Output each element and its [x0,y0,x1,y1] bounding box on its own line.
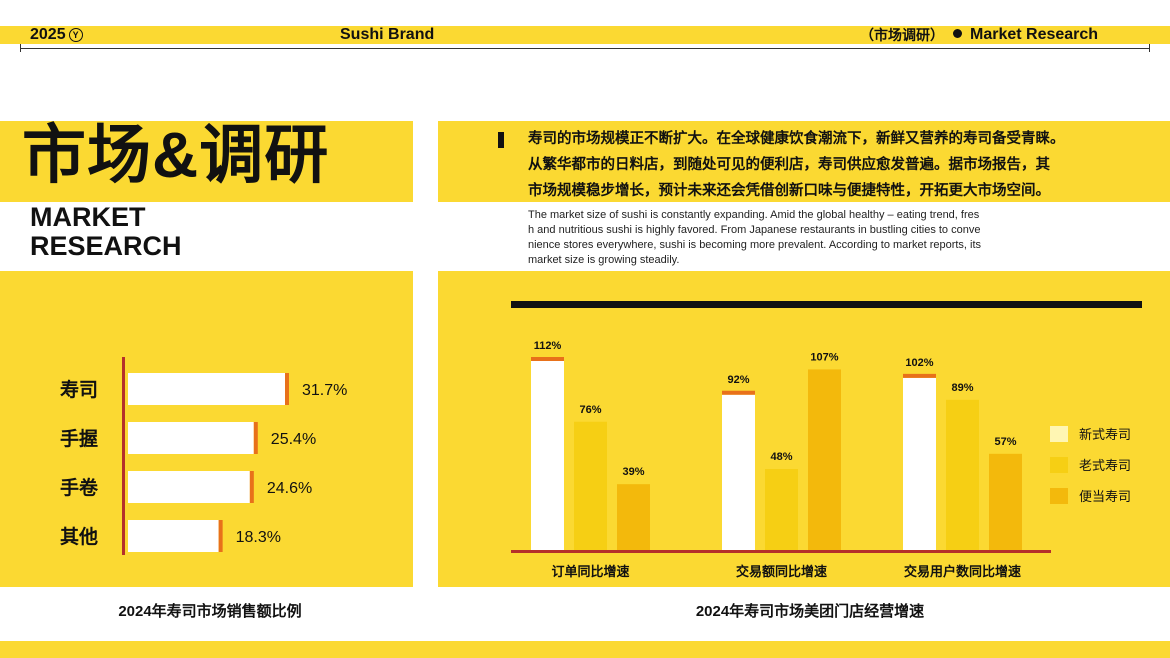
category-label: 其他 [60,525,98,548]
title-en-line-1: MARKET [30,202,146,232]
bar-cap [249,471,254,503]
value-label: 48% [770,451,792,463]
bar [722,394,755,550]
x-tick-label: 交易额同比增速 [736,564,827,579]
bar-cap [903,373,936,378]
intro-en-line: market size is growing steadily. [528,254,680,266]
growth-chart: 112% 76% 39% 订单同比增速 92% 48% 107% 交易额同比增速 102% 89%… [511,340,1131,579]
page-title-en: MARKET RESEARCH [30,203,182,261]
value-label: 112% [534,340,562,352]
bar-cap [253,422,258,454]
intro-cn-line: 寿司的市场规模正不断扩大。在全球健康饮食潮流下，新鲜又营养的寿司备受青睐。 [528,131,1065,147]
bar [128,373,285,405]
legend-label: 便当寿司 [1079,489,1131,504]
x-axis-line [511,550,1051,553]
paragraph-marker-icon [498,132,504,148]
bar-cap [722,390,755,395]
header-rule [20,48,1150,49]
value-label: 24.6% [267,480,312,497]
value-label: 76% [579,404,601,416]
rule-tick-right [1149,44,1150,52]
bar [989,453,1022,550]
value-label: 25.4% [271,431,316,448]
value-label: 18.3% [236,529,281,546]
bar [531,361,564,550]
bar-cap [531,357,564,361]
legend-swatch [1050,488,1068,504]
legend-swatch [1050,457,1068,473]
value-label: 31.7% [302,382,347,399]
en-section-text: Market Research [970,26,1099,43]
value-label: 92% [727,374,749,386]
category-label: 手卷 [60,476,99,499]
header-year: 2025 Y [30,26,83,44]
header-cn-section: （市场调研） [860,27,944,43]
bar-cap [285,373,289,405]
y-axis-line [122,357,125,555]
year-text: 2025 [30,26,66,43]
bullet-dot-icon [953,29,962,38]
category-label: 手握 [60,427,98,450]
intro-en: The market size of sushi is constantly e… [528,208,1168,268]
intro-cn: 寿司的市场规模正不断扩大。在全球健康饮食潮流下，新鲜又营养的寿司备受青睐。 从繁… [528,126,1148,204]
bar [128,471,250,503]
value-label: 89% [951,382,973,394]
title-en-line-2: RESEARCH [30,231,182,261]
intro-cn-line: 市场规模稳步增长，预计未来还会凭借创新口味与便捷特性，开拓更大市场空间。 [528,183,1050,199]
legend-label: 老式寿司 [1079,458,1131,473]
bar [128,422,254,454]
bar [765,469,798,550]
right-chart-caption: 2024年寿司市场美团门店经营增速 [695,603,925,620]
left-chart-caption: 2024年寿司市场销售额比例 [118,603,302,620]
bar [574,421,607,550]
legend-swatch [1050,426,1068,442]
intro-en-line: h and nutritious sushi is highly favored… [528,224,981,236]
value-label: 107% [810,351,838,363]
intro-cn-line: 从繁华都市的日料店，到随处可见的便利店，寿司供应愈发普遍。据市场报告，其 [528,157,1050,173]
bar [617,484,650,550]
bar [128,520,219,552]
bottom-band [0,641,1170,658]
legend-label: 新式寿司 [1079,427,1131,442]
chart-top-bar [511,301,1142,308]
year-mark: Y [68,28,83,42]
category-label: 寿司 [60,378,98,401]
title-panel [0,121,413,202]
value-label: 39% [622,466,644,478]
bar-cap [218,520,223,552]
bar [946,399,979,550]
bar [808,369,841,550]
page-title-cn: 市场&调研 [22,119,330,191]
intro-panel [438,121,1170,202]
header-en-section: Market Research [947,26,1098,44]
top-band [0,26,1170,44]
intro-en-line: nience stores everywhere, sushi is becom… [528,239,982,251]
sales-share-chart: 寿司 31.7% 手握 25.4% 手卷 24.6% 其他 18.3% [60,357,347,555]
x-tick-label: 订单同比增速 [551,564,629,579]
bar [903,377,936,550]
intro-en-line: The market size of sushi is constantly e… [528,209,980,221]
rule-tick-left [20,44,21,52]
x-tick-label: 交易用户数同比增速 [904,564,1021,579]
header-brand: Sushi Brand [340,26,435,43]
value-label: 57% [994,436,1016,448]
value-label: 102% [905,357,933,369]
